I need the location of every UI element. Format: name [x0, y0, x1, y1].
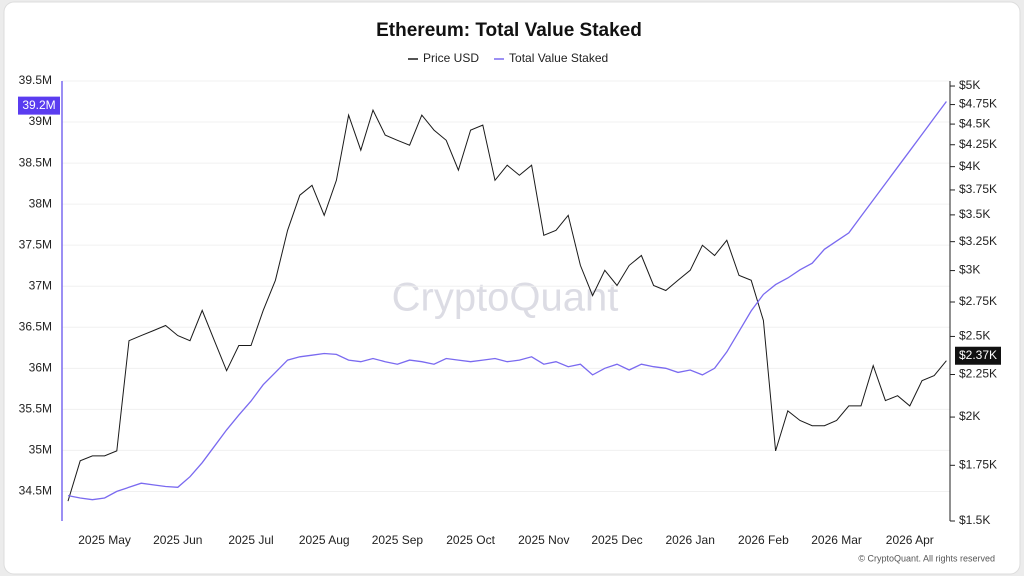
- value-badge-label: 39.2M: [22, 98, 55, 112]
- watermark: CryptoQuant: [392, 276, 619, 320]
- y-tick-label: 34.5M: [19, 484, 52, 498]
- y2-tick-label: $4K: [959, 159, 980, 173]
- y2-tick-label: $3.25K: [959, 234, 997, 248]
- y-tick-label: 37M: [29, 278, 52, 292]
- y-tick-label: 39M: [29, 114, 52, 128]
- legend-label: Total Value Staked: [509, 51, 608, 65]
- x-tick-label: 2025 May: [78, 533, 131, 547]
- y2-tick-label: $2.75K: [959, 294, 997, 308]
- y2-tick-label: $2K: [959, 409, 980, 423]
- value-badge: [18, 96, 60, 115]
- legend-label: Price USD: [423, 51, 479, 65]
- footer: © CryptoQuant. All rights reserved: [858, 553, 995, 563]
- x-tick-label: 2025 Jul: [228, 533, 273, 547]
- y-tick-label: 35.5M: [19, 402, 52, 416]
- x-tick-label: 2025 Dec: [591, 533, 642, 547]
- legend: Price USD Total Value Staked: [408, 51, 608, 65]
- y-tick-label: 38M: [29, 196, 52, 210]
- y2-tick-label: $5K: [959, 78, 980, 92]
- y-tick-label: 36.5M: [19, 319, 52, 333]
- y2-tick-label: $1.75K: [959, 457, 997, 471]
- x-tick-label: 2026 Apr: [886, 533, 934, 547]
- y2-tick-label: $3.75K: [959, 182, 997, 196]
- x-tick-label: 2025 Oct: [446, 533, 495, 547]
- y2-tick-label: $1.5K: [959, 513, 990, 527]
- x-tick-label: 2025 Sep: [372, 533, 424, 547]
- x-tick-label: 2026 Mar: [811, 533, 862, 547]
- x-tick-label: 2026 Feb: [738, 533, 789, 547]
- y-tick-label: 35M: [29, 443, 52, 457]
- series-line: [67, 101, 947, 501]
- chart-title: Ethereum: Total Value Staked: [376, 20, 642, 41]
- value-badge-label: $2.37K: [959, 348, 997, 362]
- y-tick-label: 36M: [29, 360, 52, 374]
- y-tick-label: 37.5M: [19, 237, 52, 251]
- x-tick-label: 2025 Aug: [299, 533, 350, 547]
- x-tick-label: 2025 Jun: [153, 533, 202, 547]
- y-tick-label: 39.5M: [19, 73, 52, 87]
- y2-tick-label: $3K: [959, 263, 980, 277]
- x-tick-label: 2025 Nov: [518, 533, 569, 547]
- y2-tick-label: $3.5K: [959, 207, 990, 221]
- card: [3, 1, 1021, 575]
- y2-tick-label: $2.25K: [959, 367, 997, 381]
- y2-tick-label: $4.25K: [959, 137, 997, 151]
- x-tick-label: 2026 Jan: [666, 533, 715, 547]
- value-badge: [955, 346, 1001, 365]
- y-tick-label: 38.5M: [19, 155, 52, 169]
- y2-tick-label: $2.5K: [959, 329, 990, 343]
- series-line: [67, 108, 947, 502]
- y2-tick-label: $4.75K: [959, 97, 997, 111]
- y2-tick-label: $4.5K: [959, 116, 990, 130]
